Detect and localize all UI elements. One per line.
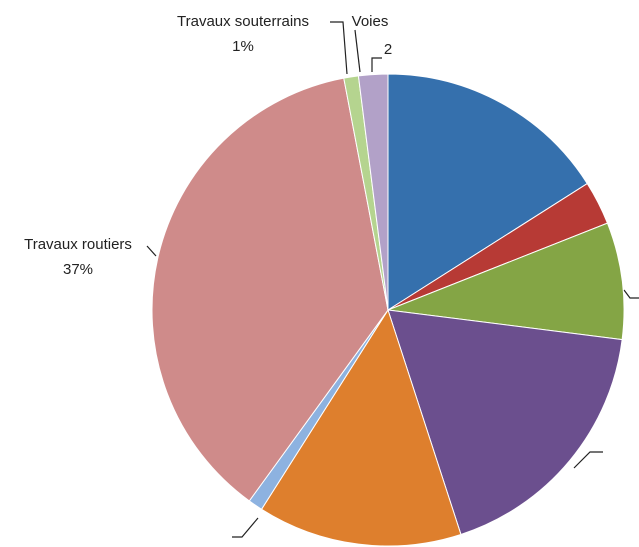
pie-slice (151, 77, 389, 502)
leader-line (330, 21, 348, 75)
leader-lines (146, 21, 639, 538)
leader-line (623, 289, 639, 299)
leader-line (146, 245, 157, 257)
slice-value-label: 1% (232, 38, 254, 55)
slice-label: Voies (352, 13, 389, 30)
slice-value-label: 2 (384, 41, 392, 58)
slice-label: Travaux routiers (24, 236, 132, 253)
slice-value-label: 37% (63, 261, 93, 278)
leader-line (354, 29, 361, 73)
pie-slice (357, 73, 389, 311)
leader-line (232, 517, 259, 538)
pie-slice (387, 309, 623, 536)
pie-slice (387, 73, 588, 311)
pie-slice (260, 308, 462, 547)
pie-slice (387, 222, 625, 341)
leader-line (371, 57, 382, 72)
leader-line (573, 451, 603, 469)
slice-label: Travaux souterrains (177, 13, 309, 30)
